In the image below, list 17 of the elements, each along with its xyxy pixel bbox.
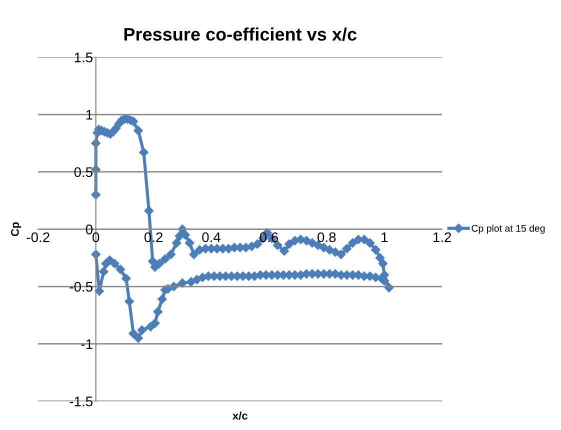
y-tick-label: 1 <box>86 110 92 120</box>
chart-title: Pressure co-efficient vs x/c <box>124 27 357 41</box>
legend-label: Cp plot at 15 deg <box>472 224 545 234</box>
x-tick-label: 0.4 <box>202 232 221 242</box>
y-tick-label: 1.5 <box>74 52 92 62</box>
y-tick-label: -0.5 <box>70 282 92 292</box>
y-tick-label: -1 <box>81 339 92 349</box>
x-axis-title: x/c <box>232 412 248 420</box>
x-tick-label: 1.2 <box>433 232 452 242</box>
y-tick-label: 0.5 <box>74 167 92 178</box>
x-tick-label: -0.2 <box>26 232 50 242</box>
x-tick-label: 0 <box>92 232 100 242</box>
y-tick-label: 0 <box>86 224 93 234</box>
x-tick-label: 1 <box>382 232 388 242</box>
y-tick-label: -1.5 <box>70 396 92 406</box>
x-tick-label: 0.8 <box>318 232 336 242</box>
y-axis-title: Cp <box>11 222 22 236</box>
